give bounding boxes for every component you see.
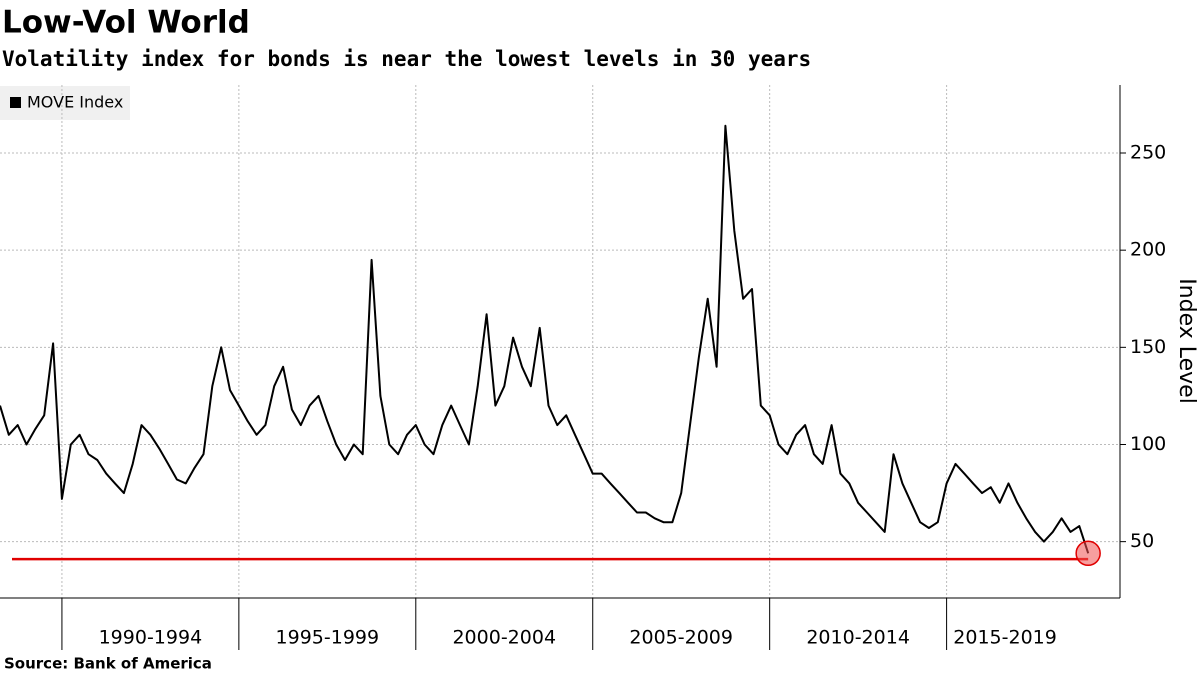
x-period-label: 1995-1999 <box>276 627 380 649</box>
legend-label: MOVE Index <box>27 93 123 112</box>
x-period-label: 2005-2009 <box>629 627 733 649</box>
x-period-label: 1990-1994 <box>99 627 203 649</box>
legend-box <box>0 86 130 120</box>
y-tick-label: 50 <box>1130 530 1154 552</box>
legend-swatch <box>10 97 21 108</box>
y-tick-label: 150 <box>1130 336 1166 358</box>
x-period-label: 2015-2019 <box>953 627 1057 649</box>
line-series <box>0 124 1090 554</box>
y-tick-label: 100 <box>1130 433 1166 455</box>
y-tick-label: 200 <box>1130 239 1166 261</box>
chart-subtitle: Volatility index for bonds is near the l… <box>2 47 811 71</box>
y-axis-label: Index Level <box>1174 278 1199 404</box>
source: Source: Bank of America <box>4 655 212 673</box>
x-period-label: 2000-2004 <box>452 627 556 649</box>
chart-title: Low-Vol World <box>2 5 250 41</box>
x-period-label: 2010-2014 <box>806 627 910 649</box>
highlight-point <box>1075 540 1101 567</box>
y-tick-label: 250 <box>1130 142 1166 164</box>
